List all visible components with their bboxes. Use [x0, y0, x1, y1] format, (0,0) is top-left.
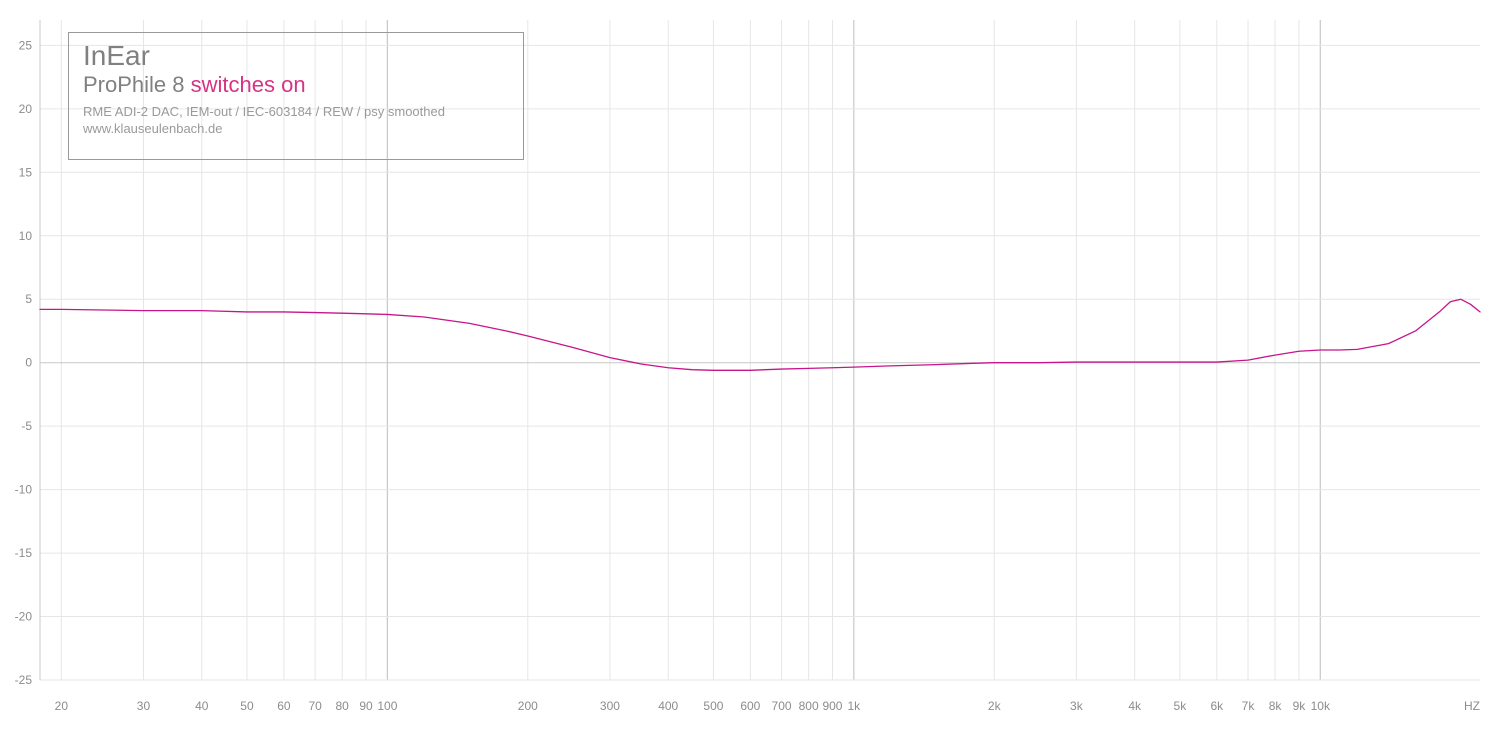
- info-meta-line2: www.klauseulenbach.de: [83, 121, 509, 138]
- x-tick-label: 80: [335, 699, 349, 713]
- x-tick-label: 40: [195, 699, 209, 713]
- x-tick-label: 6k: [1210, 699, 1224, 713]
- x-tick-label: 100: [377, 699, 397, 713]
- info-title: InEar: [83, 41, 509, 72]
- x-axis-labels: 20 30 40 50 60 70 80 90 100 200 300 400 500 600 700 800…: [55, 699, 1480, 713]
- info-subtitle: ProPhile 8 switches on: [83, 72, 509, 98]
- x-tick-label: 500: [703, 699, 723, 713]
- y-tick-label: -20: [15, 610, 33, 624]
- y-tick-label: 20: [19, 102, 33, 116]
- y-tick-label: 5: [25, 292, 32, 306]
- x-axis-unit-label: HZ: [1464, 699, 1480, 713]
- x-tick-label: 2k: [988, 699, 1002, 713]
- x-tick-label: 5k: [1174, 699, 1188, 713]
- y-tick-label: 0: [25, 356, 32, 370]
- x-tick-label: 800: [799, 699, 819, 713]
- info-subtitle-prefix: ProPhile 8: [83, 72, 191, 97]
- x-tick-label: 700: [772, 699, 792, 713]
- x-tick-label: 300: [600, 699, 620, 713]
- y-tick-label: 25: [19, 38, 33, 52]
- x-tick-label: 8k: [1269, 699, 1283, 713]
- y-tick-label: -10: [15, 483, 33, 497]
- x-tick-label: 200: [518, 699, 538, 713]
- y-tick-label: -5: [21, 419, 32, 433]
- x-tick-label: 90: [359, 699, 373, 713]
- y-axis-labels: 25 20 15 10 5 0 -5 -10 -15 -20 -25: [15, 38, 33, 687]
- x-tick-label: 10k: [1311, 699, 1331, 713]
- series-line-switches-on: [40, 299, 1480, 370]
- info-meta: RME ADI-2 DAC, IEM-out / IEC-603184 / RE…: [83, 104, 509, 138]
- x-tick-label: 400: [658, 699, 678, 713]
- x-tick-label: 600: [740, 699, 760, 713]
- x-tick-label: 30: [137, 699, 151, 713]
- x-tick-label: 50: [240, 699, 254, 713]
- x-tick-label: 900: [822, 699, 842, 713]
- x-tick-label: 1k: [847, 699, 861, 713]
- x-tick-label: 3k: [1070, 699, 1084, 713]
- x-tick-label: 20: [55, 699, 69, 713]
- x-tick-label: 9k: [1293, 699, 1307, 713]
- x-tick-label: 4k: [1128, 699, 1142, 713]
- frequency-response-chart: 2520151050-5-10-15-20-252030405060708090…: [0, 0, 1500, 750]
- info-box: InEar ProPhile 8 switches on RME ADI-2 D…: [68, 32, 524, 160]
- y-tick-label: 10: [19, 229, 33, 243]
- y-tick-label: -25: [15, 673, 33, 687]
- x-tick-label: 7k: [1242, 699, 1256, 713]
- y-tick-label: 15: [19, 165, 33, 179]
- info-subtitle-accent: switches on: [191, 72, 306, 97]
- y-tick-label: -15: [15, 546, 33, 560]
- x-tick-label: 70: [308, 699, 322, 713]
- x-tick-label: 60: [277, 699, 291, 713]
- info-meta-line1: RME ADI-2 DAC, IEM-out / IEC-603184 / RE…: [83, 104, 509, 121]
